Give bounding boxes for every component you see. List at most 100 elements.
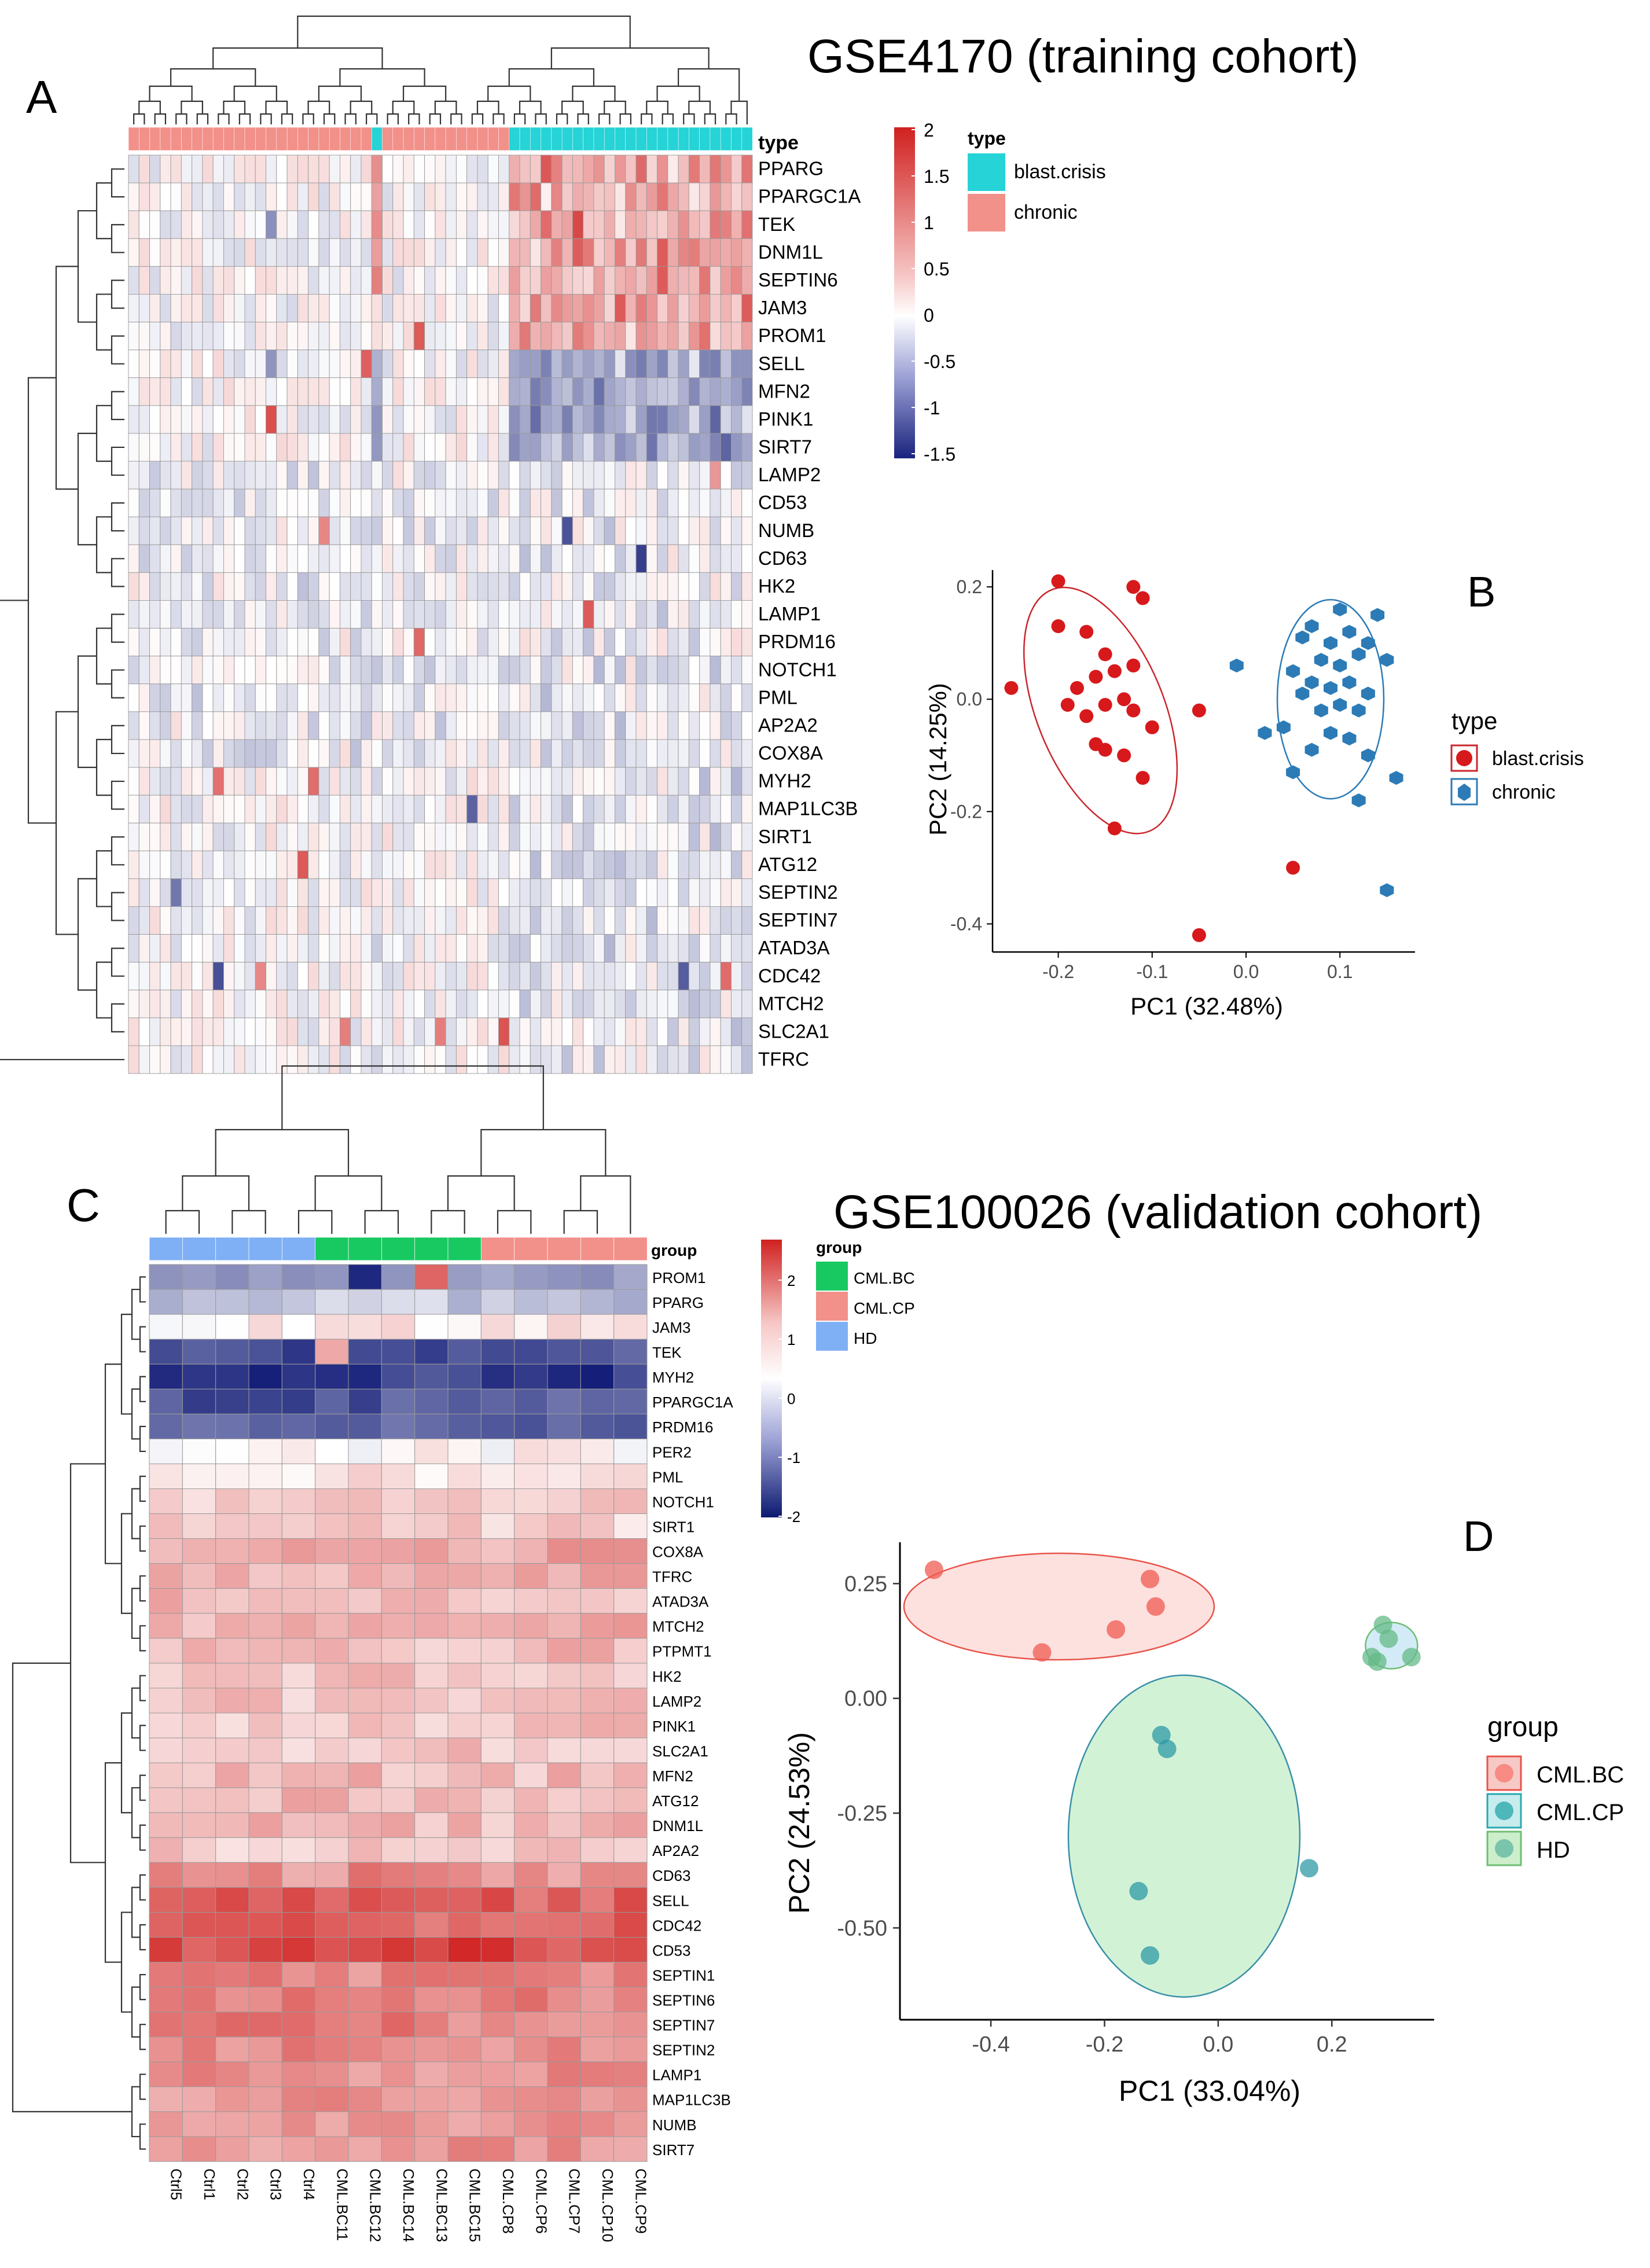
heatmap-cell bbox=[202, 377, 214, 406]
heatmap-cell bbox=[413, 516, 425, 545]
heatmap-cell bbox=[657, 377, 668, 406]
heatmap-cell bbox=[138, 990, 150, 1019]
heatmap-cell bbox=[381, 2061, 416, 2087]
heatmap-cell bbox=[339, 266, 351, 295]
heatmap-cell bbox=[350, 711, 362, 740]
heatmap-cell bbox=[281, 1363, 316, 1390]
heatmap-cell bbox=[318, 600, 330, 628]
heatmap-cell bbox=[361, 350, 372, 378]
heatmap-cell bbox=[583, 795, 594, 824]
heatmap-cell bbox=[318, 572, 330, 601]
heatmap-cell bbox=[244, 822, 256, 851]
gene-label: SEPTIN7 bbox=[758, 909, 838, 931]
heatmap-cell bbox=[234, 572, 245, 601]
heatmap-cell bbox=[329, 934, 340, 963]
heatmap-cell bbox=[350, 433, 362, 462]
heatmap-cell bbox=[266, 516, 277, 545]
heatmap-cell bbox=[202, 739, 214, 768]
heatmap-cell bbox=[414, 1339, 449, 1365]
heatmap-cell bbox=[519, 182, 531, 211]
heatmap-cell bbox=[424, 488, 436, 517]
heatmap-cell bbox=[710, 182, 721, 211]
heatmap-cell bbox=[248, 1463, 282, 1489]
x-tick-label: -0.4 bbox=[972, 2032, 1009, 2057]
legend-item-hd: HD bbox=[854, 1329, 877, 1347]
sample-label: CML.BC15 bbox=[466, 2168, 484, 2242]
heatmap-cell bbox=[286, 628, 298, 657]
heatmap-cell bbox=[255, 711, 266, 740]
heatmap-cell bbox=[688, 628, 700, 657]
heatmap-cell bbox=[212, 572, 224, 601]
heatmap-cell bbox=[138, 182, 150, 211]
heatmap-cell bbox=[223, 405, 235, 434]
point-blast-crisis bbox=[1117, 748, 1131, 763]
heatmap-cell bbox=[381, 1538, 416, 1564]
heatmap-cell bbox=[414, 1314, 449, 1340]
heatmap-cell bbox=[348, 1314, 382, 1340]
heatmap-cell bbox=[530, 656, 542, 685]
heatmap-cell bbox=[371, 683, 383, 712]
heatmap-cell bbox=[170, 822, 182, 851]
heatmap-cell bbox=[731, 544, 743, 573]
heatmap-cell bbox=[248, 1314, 282, 1340]
heatmap-cell bbox=[403, 850, 414, 879]
heatmap-cell bbox=[551, 906, 563, 935]
heatmap-cell bbox=[339, 962, 351, 991]
gene-label: COX8A bbox=[758, 742, 823, 764]
heatmap-cell bbox=[541, 934, 552, 963]
heatmap-cell bbox=[339, 711, 351, 740]
heatmap-cell bbox=[593, 210, 605, 239]
heatmap-cell bbox=[297, 405, 309, 434]
heatmap-cell bbox=[466, 878, 478, 907]
heatmap-cell bbox=[138, 600, 150, 628]
heatmap-cell bbox=[138, 683, 150, 712]
heatmap-cell bbox=[371, 656, 383, 685]
heatmap-cell bbox=[315, 1538, 349, 1564]
heatmap-cell bbox=[255, 405, 266, 434]
heatmap-cell bbox=[657, 822, 668, 851]
heatmap-cell bbox=[678, 656, 689, 685]
heatmap-cell bbox=[414, 2136, 449, 2162]
annotation-cell bbox=[580, 1237, 615, 1261]
heatmap-cell bbox=[192, 628, 203, 657]
heatmap-cell bbox=[350, 683, 362, 712]
heatmap-cell bbox=[181, 711, 193, 740]
heatmap-cell bbox=[635, 322, 647, 351]
heatmap-cell bbox=[667, 544, 679, 573]
sample-label: CML.CP10 bbox=[599, 2168, 616, 2242]
heatmap-cell bbox=[348, 1962, 382, 1988]
heatmap-cell bbox=[561, 600, 573, 628]
heatmap-cell bbox=[547, 1862, 581, 1888]
heatmap-cell bbox=[678, 572, 689, 601]
heatmap-cell bbox=[318, 850, 330, 879]
gene-label: NOTCH1 bbox=[758, 659, 837, 680]
heatmap-cell bbox=[613, 1762, 648, 1788]
heatmap-cell bbox=[547, 1962, 581, 1988]
pca-b-xlabel: PC1 (32.48%) bbox=[1130, 993, 1283, 1020]
heatmap-cell bbox=[414, 1912, 449, 1938]
heatmap-cell bbox=[382, 238, 394, 267]
heatmap-cell bbox=[361, 461, 372, 490]
heatmap-cell bbox=[348, 1488, 382, 1515]
heatmap-cell bbox=[266, 628, 277, 657]
heatmap-cell bbox=[572, 795, 584, 824]
heatmap-cell bbox=[667, 1045, 679, 1074]
heatmap-cell bbox=[741, 377, 753, 406]
heatmap-cell bbox=[447, 1613, 482, 1639]
heatmap-cell bbox=[561, 488, 573, 517]
heatmap-cell bbox=[699, 822, 711, 851]
heatmap-cell bbox=[403, 516, 414, 545]
heatmap-cell bbox=[149, 962, 161, 991]
panel-label-d: D bbox=[1463, 1512, 1494, 1560]
panel-label-a: A bbox=[26, 71, 57, 123]
heatmap-cell bbox=[244, 906, 256, 935]
point-chronic bbox=[1351, 647, 1366, 661]
heatmap-cell bbox=[414, 1613, 449, 1639]
heatmap-cell bbox=[615, 934, 626, 963]
heatmap-cell bbox=[308, 182, 319, 211]
heatmap-cell bbox=[181, 990, 193, 1019]
heatmap-cell bbox=[678, 266, 689, 295]
heatmap-cell bbox=[625, 1017, 637, 1046]
heatmap-cell bbox=[519, 739, 531, 768]
heatmap-cell bbox=[202, 294, 214, 322]
